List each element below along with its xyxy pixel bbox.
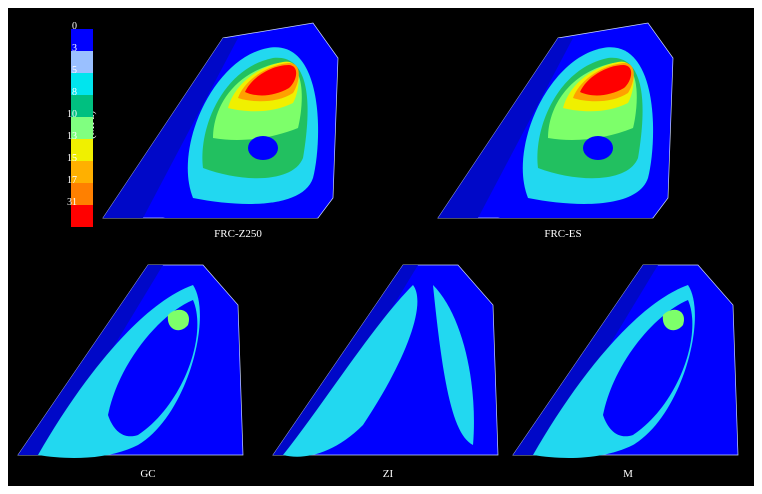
legend-tick: 8: [72, 87, 77, 98]
stress-map-frc-z250: [102, 22, 339, 219]
stress-map-zi: [272, 264, 499, 457]
caption-frc-z250: FRC-Z250: [214, 228, 262, 240]
legend-swatch: [71, 139, 93, 161]
legend-swatch: [71, 205, 93, 227]
stress-map-frc-es: [437, 22, 674, 219]
legend-tick: 3: [72, 43, 77, 54]
legend-tick: 31: [67, 197, 77, 208]
legend-swatch: [71, 51, 93, 73]
stress-map-m: [512, 264, 739, 458]
legend-swatch: [71, 117, 93, 139]
caption-frc-es: FRC-ES: [544, 228, 582, 240]
legend-tick: 13: [67, 131, 77, 142]
legend-swatch: [71, 73, 93, 95]
stress-map-gc: [17, 264, 244, 458]
legend-swatch: [71, 95, 93, 117]
legend-tick: 17: [67, 175, 77, 186]
legend-swatch: [71, 183, 93, 205]
legend-swatch: [71, 29, 93, 51]
legend-tick: 15: [67, 153, 77, 164]
legend-swatch: [71, 161, 93, 183]
legend-tick: 10: [67, 109, 77, 120]
legend-tick: 0: [72, 21, 77, 32]
legend-tick: 5: [72, 65, 77, 76]
caption-zi: ZI: [382, 468, 394, 480]
caption-m: M: [623, 468, 633, 480]
caption-gc: GC: [140, 468, 156, 480]
